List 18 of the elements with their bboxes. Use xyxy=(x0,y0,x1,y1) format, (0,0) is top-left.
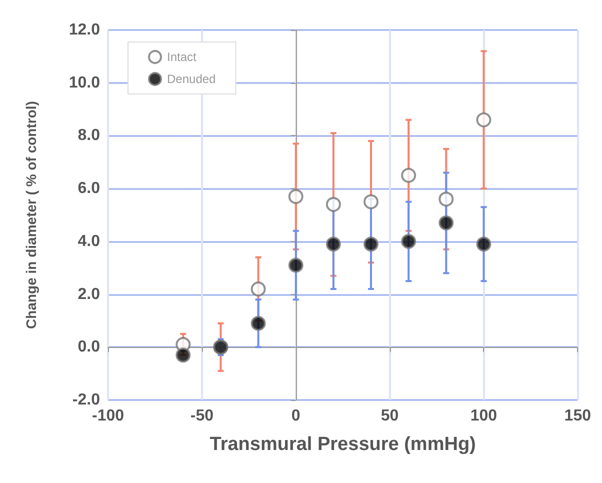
x-tick-label: -100 xyxy=(92,408,124,424)
y-tick-label: 10.0 xyxy=(68,74,100,92)
y-tick-label: 0.0 xyxy=(78,338,100,356)
y-axis-title: Change in diameter ( % of control) xyxy=(23,101,39,329)
legend-label: Intact xyxy=(167,50,198,64)
y-tick-label: 4.0 xyxy=(78,232,100,250)
x-axis-title: Transmural Pressure (mmHg) xyxy=(210,434,476,455)
y-tick-label: -2.0 xyxy=(72,392,100,408)
y-tick-label: 8.0 xyxy=(78,127,100,144)
y-tick-label: 12.0 xyxy=(68,22,100,38)
x-tick-label: 100 xyxy=(470,408,498,424)
x-tick-label: 0 xyxy=(291,408,300,424)
x-tick-label: 50 xyxy=(380,408,399,424)
legend-label: Denuded xyxy=(167,72,216,86)
x-tick-label: 150 xyxy=(564,408,592,424)
y-tick-label: 6.0 xyxy=(78,180,100,198)
y-tick-label: 2.0 xyxy=(78,286,100,303)
x-tick-label: -50 xyxy=(190,408,214,424)
